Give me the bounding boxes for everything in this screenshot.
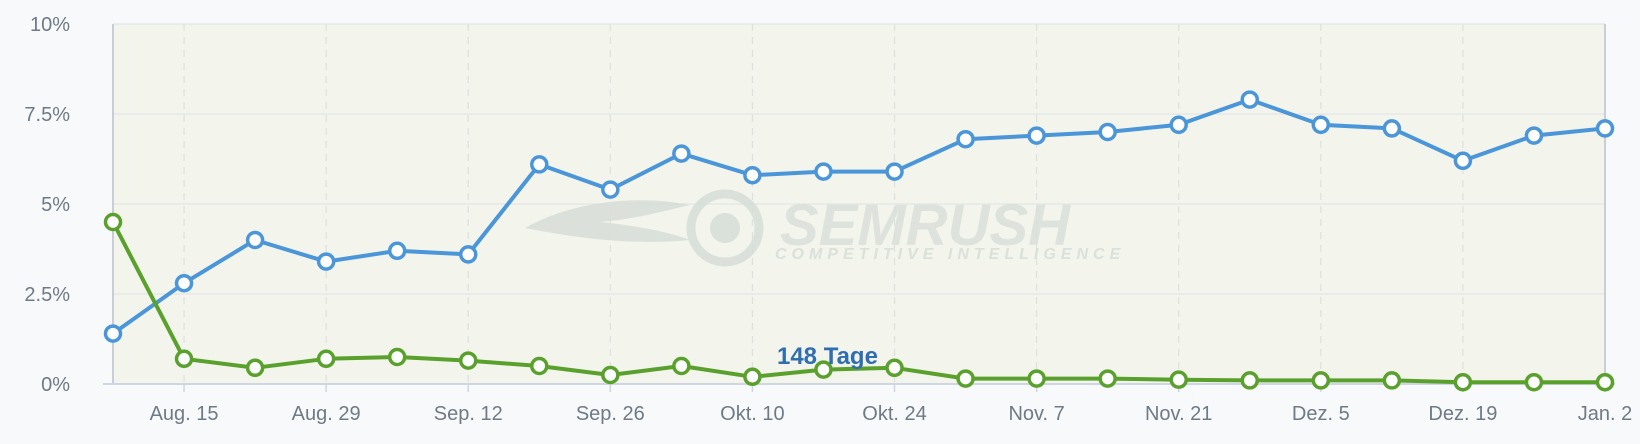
series-1-point-21[interactable] xyxy=(1595,372,1615,392)
series-0-point-19[interactable] xyxy=(1453,151,1473,171)
x-tick-label-3: Sep. 26 xyxy=(576,403,645,425)
series-1-point-4[interactable] xyxy=(387,347,407,367)
series-1-point-1[interactable] xyxy=(174,349,194,369)
series-0-point-9[interactable] xyxy=(743,165,762,185)
y-tick-label-2: 5% xyxy=(41,194,70,216)
series-0-point-13[interactable] xyxy=(1027,126,1046,145)
series-0-point-7[interactable] xyxy=(601,180,620,199)
watermark-brand: SEMRUSH xyxy=(780,193,1071,258)
series-1-point-13[interactable] xyxy=(1027,369,1046,388)
series-1 xyxy=(103,212,1615,392)
x-tick-label-5: Okt. 24 xyxy=(862,403,926,425)
series-1-point-8[interactable] xyxy=(672,356,691,376)
series-1-point-3[interactable] xyxy=(316,349,336,369)
series-1-point-19[interactable] xyxy=(1453,372,1473,392)
series-1-point-12[interactable] xyxy=(956,369,975,388)
series-1-point-15[interactable] xyxy=(1169,370,1188,389)
series-0-point-21[interactable] xyxy=(1595,119,1615,138)
series-0-point-12[interactable] xyxy=(956,129,975,149)
x-tick-label-2: Sep. 12 xyxy=(434,403,503,425)
series-0-line xyxy=(111,97,1607,336)
series-0-point-2[interactable] xyxy=(245,230,265,250)
x-tick-label-7: Nov. 21 xyxy=(1145,403,1212,425)
series-1-point-7[interactable] xyxy=(601,365,620,385)
x-axis-labels: Aug. 15 Aug. 29 Sep. 12 Sep. 26 Okt. 10 Okt. … xyxy=(150,403,1633,425)
series-1-point-20[interactable] xyxy=(1524,372,1544,392)
semrush-watermark: SEMRUSH COMPETITIVE INTELLIGENCE xyxy=(525,189,1125,267)
x-tick-label-1: Aug. 29 xyxy=(292,403,361,425)
series-0-point-1[interactable] xyxy=(174,273,194,293)
chart-annotation: 148 Tage xyxy=(777,343,878,370)
series-0-point-14[interactable] xyxy=(1098,122,1117,142)
series-1-point-5[interactable] xyxy=(458,351,478,370)
series-0-point-4[interactable] xyxy=(387,241,407,261)
series-0-point-20[interactable] xyxy=(1524,126,1544,145)
series-1-point-10[interactable] xyxy=(814,360,833,379)
series-1-point-6[interactable] xyxy=(530,356,549,376)
series-0-point-8[interactable] xyxy=(672,144,691,163)
y-tick-label-0: 0% xyxy=(41,374,70,396)
series-1-point-18[interactable] xyxy=(1382,371,1402,390)
series-1-point-14[interactable] xyxy=(1098,369,1117,388)
series-0-point-18[interactable] xyxy=(1382,119,1402,138)
series-1-point-16[interactable] xyxy=(1240,371,1260,390)
x-tick-label-6: Nov. 7 xyxy=(1008,403,1064,425)
series-0-point-16[interactable] xyxy=(1240,90,1260,109)
series-0-point-15[interactable] xyxy=(1169,115,1188,135)
y-tick-label-3: 7.5% xyxy=(24,104,70,126)
series-1-point-2[interactable] xyxy=(245,358,265,378)
series-0-point-11[interactable] xyxy=(885,162,904,181)
y-axis-labels: 0% 2.5% 5% 7.5% 10% xyxy=(24,14,70,396)
series-1-point-0[interactable] xyxy=(103,212,123,232)
series-0-point-0[interactable] xyxy=(103,324,123,343)
series-1-point-9[interactable] xyxy=(743,367,762,387)
series-1-point-11[interactable] xyxy=(885,358,904,378)
x-tick-label-9: Dez. 19 xyxy=(1428,403,1497,425)
x-tick-label-10: Jan. 2 xyxy=(1578,403,1632,425)
y-tick-label-1: 2.5% xyxy=(24,284,70,306)
series-0-point-10[interactable] xyxy=(814,162,833,181)
series-0-point-3[interactable] xyxy=(316,252,336,271)
series-0-point-5[interactable] xyxy=(458,245,478,264)
x-tick-label-8: Dez. 5 xyxy=(1292,403,1350,425)
x-tick-label-0: Aug. 15 xyxy=(150,403,219,425)
series-1-point-17[interactable] xyxy=(1311,371,1331,390)
watermark-tagline: COMPETITIVE INTELLIGENCE xyxy=(775,246,1125,263)
semrush-logo-icon xyxy=(525,189,764,267)
series-0-point-17[interactable] xyxy=(1311,115,1331,135)
x-tick-label-4: Okt. 10 xyxy=(720,403,784,425)
series-0-point-6[interactable] xyxy=(530,155,549,174)
series-1-line xyxy=(111,220,1607,385)
series-layer xyxy=(103,90,1615,392)
series-0 xyxy=(103,90,1615,343)
y-tick-label-4: 10% xyxy=(30,14,70,36)
